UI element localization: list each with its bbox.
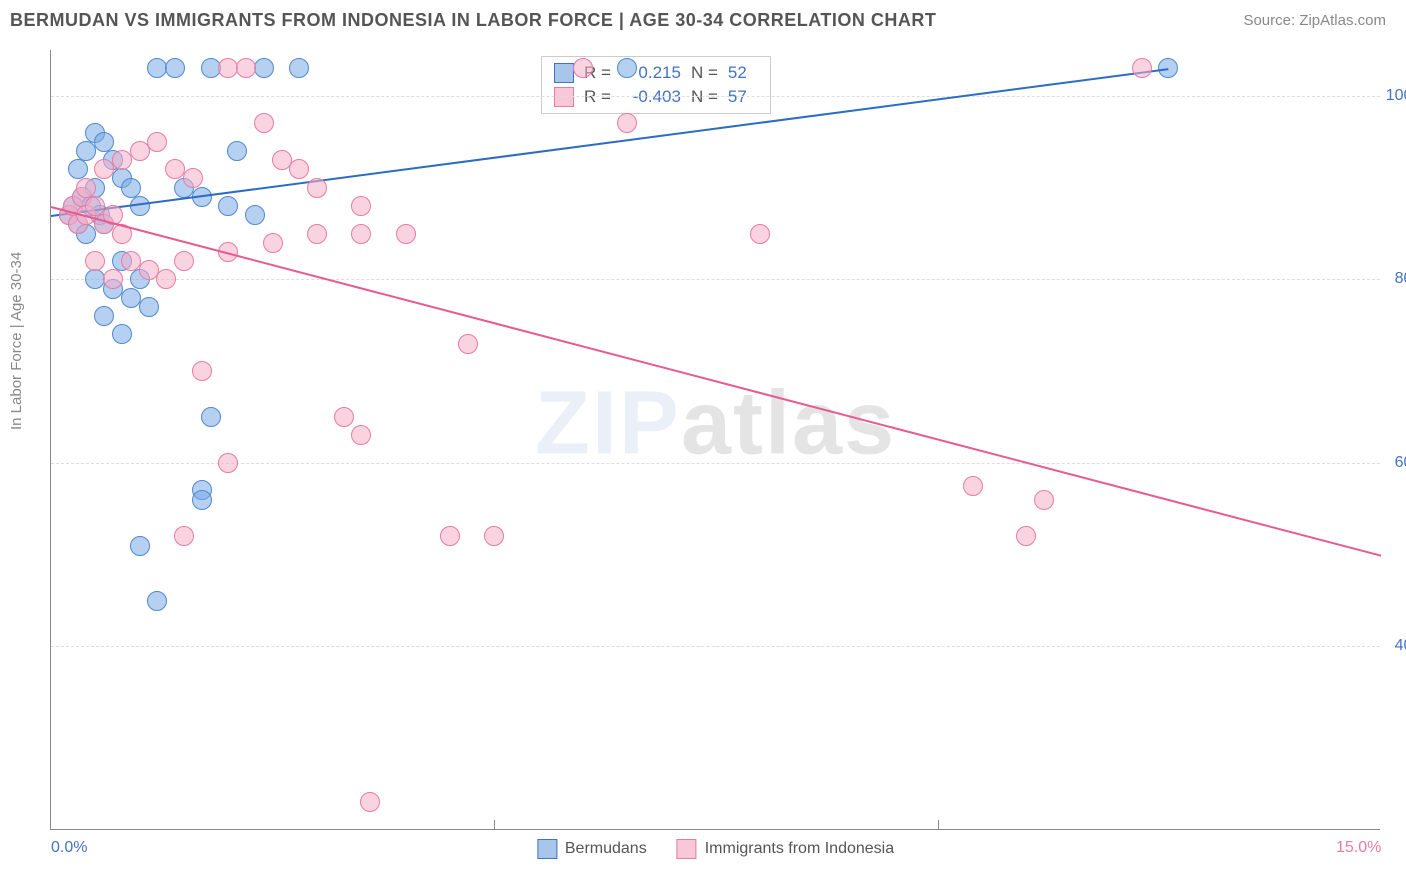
chart-title: BERMUDAN VS IMMIGRANTS FROM INDONESIA IN… [10,10,936,31]
legend-swatch [554,87,574,107]
data-point [165,58,185,78]
x-tick-label: 0.0% [51,839,87,857]
data-point [147,591,167,611]
data-point [289,58,309,78]
data-point [85,251,105,271]
stats-row: R = -0.403 N = 57 [554,85,758,109]
data-point [750,224,770,244]
data-point [218,453,238,473]
data-point [139,297,159,317]
data-point [103,269,123,289]
data-point [289,159,309,179]
source-attribution: Source: ZipAtlas.com [1243,12,1386,29]
data-point [617,113,637,133]
gridline-h [51,279,1380,280]
watermark: ZIPatlas [535,372,896,475]
data-point [76,178,96,198]
data-point [351,224,371,244]
legend-swatch [677,839,697,859]
data-point [263,233,283,253]
y-axis-label: In Labor Force | Age 30-34 [8,252,25,430]
data-point [254,113,274,133]
gridline-h [51,646,1380,647]
tick-v [494,820,495,830]
data-point [227,141,247,161]
data-point [112,324,132,344]
data-point [174,251,194,271]
data-point [201,407,221,427]
data-point [963,476,983,496]
legend-label: Bermudans [565,840,647,858]
data-point [94,306,114,326]
data-point [617,58,637,78]
legend-label: Immigrants from Indonesia [705,840,894,858]
data-point [183,168,203,188]
legend-item: Immigrants from Indonesia [677,839,894,859]
legend-swatch [537,839,557,859]
data-point [440,526,460,546]
data-point [307,224,327,244]
scatter-chart: ZIPatlas R =0.215N =52R =-0.403N =57 Ber… [50,50,1380,830]
x-tick-label: 15.0% [1336,839,1381,857]
data-point [360,792,380,812]
data-point [68,159,88,179]
data-point [245,205,265,225]
data-point [218,196,238,216]
data-point [334,407,354,427]
data-point [484,526,504,546]
legend-swatch [554,63,574,83]
n-label: N = [691,87,718,107]
data-point [121,178,141,198]
r-label: R = [584,87,611,107]
n-value: 57 [728,87,758,107]
legend-item: Bermudans [537,839,647,859]
data-point [94,132,114,152]
n-label: N = [691,63,718,83]
gridline-h [51,96,1380,97]
data-point [174,526,194,546]
data-point [254,58,274,78]
data-point [1132,58,1152,78]
trend-line [51,206,1381,557]
data-point [351,425,371,445]
tick-v [938,820,939,830]
data-point [573,58,593,78]
data-point [458,334,478,354]
data-point [236,58,256,78]
y-tick-label: 100.0% [1385,87,1406,105]
data-point [156,269,176,289]
gridline-h [51,463,1380,464]
data-point [1034,490,1054,510]
data-point [192,361,212,381]
data-point [147,132,167,152]
y-tick-label: 40.0% [1385,637,1406,655]
legend: Bermudans Immigrants from Indonesia [537,839,894,859]
data-point [396,224,416,244]
n-value: 52 [728,63,758,83]
y-tick-label: 80.0% [1385,270,1406,288]
data-point [192,490,212,510]
y-tick-label: 60.0% [1385,454,1406,472]
data-point [351,196,371,216]
data-point [307,178,327,198]
data-point [130,536,150,556]
r-value: -0.403 [621,87,681,107]
data-point [1016,526,1036,546]
